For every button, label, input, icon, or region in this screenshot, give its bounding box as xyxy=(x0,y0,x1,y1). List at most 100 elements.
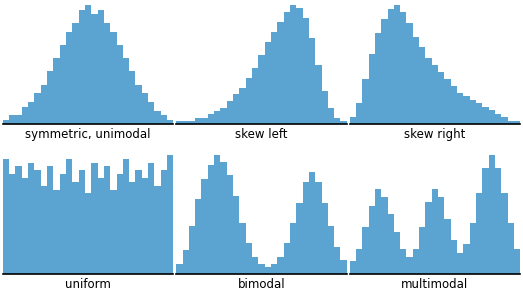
Bar xyxy=(233,94,240,124)
Bar xyxy=(381,198,388,274)
Bar xyxy=(258,55,265,124)
Bar xyxy=(476,103,482,124)
Bar xyxy=(161,116,167,124)
Bar xyxy=(394,231,400,274)
Bar xyxy=(227,175,233,274)
Bar xyxy=(104,23,110,124)
Bar xyxy=(117,174,123,274)
Bar xyxy=(246,78,252,124)
Bar xyxy=(438,72,445,124)
Bar xyxy=(315,182,322,274)
Bar xyxy=(47,166,53,274)
Bar xyxy=(470,100,476,124)
Bar xyxy=(283,243,290,274)
Bar xyxy=(394,5,400,124)
Bar xyxy=(271,264,277,274)
Bar xyxy=(201,118,208,124)
Bar xyxy=(35,170,41,274)
Bar xyxy=(78,170,85,274)
Bar xyxy=(375,189,381,274)
Bar xyxy=(381,19,388,124)
Bar xyxy=(406,23,413,124)
Bar xyxy=(9,116,15,124)
Bar xyxy=(488,155,495,274)
Bar xyxy=(110,32,117,124)
Bar xyxy=(362,227,369,274)
Bar xyxy=(98,10,104,124)
Bar xyxy=(41,85,47,124)
X-axis label: bimodal: bimodal xyxy=(237,278,286,291)
Bar xyxy=(470,223,476,274)
Bar xyxy=(176,264,183,274)
Bar xyxy=(388,9,394,124)
Bar xyxy=(15,166,22,274)
Bar xyxy=(495,168,501,274)
Bar xyxy=(400,12,406,124)
Bar xyxy=(334,247,340,274)
Bar xyxy=(208,114,214,124)
Bar xyxy=(265,267,271,274)
Bar xyxy=(265,41,271,124)
Bar xyxy=(72,182,78,274)
Bar xyxy=(60,174,66,274)
Bar xyxy=(501,117,508,124)
Bar xyxy=(508,223,514,274)
Bar xyxy=(463,96,470,124)
Bar xyxy=(176,121,183,124)
Bar xyxy=(3,120,9,124)
Bar xyxy=(277,22,283,124)
Bar xyxy=(356,103,362,124)
Bar xyxy=(240,223,246,274)
Bar xyxy=(167,155,174,274)
Bar xyxy=(457,93,463,124)
Bar xyxy=(432,65,438,124)
Bar xyxy=(290,5,296,124)
Bar xyxy=(53,190,60,274)
Bar xyxy=(233,196,240,274)
Bar xyxy=(419,47,425,124)
Bar xyxy=(85,193,91,274)
Bar xyxy=(451,240,457,274)
Bar xyxy=(413,37,419,124)
Bar xyxy=(246,243,252,274)
Bar xyxy=(328,108,334,124)
Bar xyxy=(438,198,445,274)
Bar xyxy=(271,32,277,124)
Bar xyxy=(349,261,356,274)
Bar xyxy=(425,58,432,124)
Bar xyxy=(369,54,375,124)
Bar xyxy=(501,193,508,274)
Bar xyxy=(135,85,142,124)
Bar xyxy=(514,121,520,124)
Bar xyxy=(189,121,195,124)
X-axis label: skew right: skew right xyxy=(404,128,465,141)
Bar xyxy=(369,206,375,274)
Bar xyxy=(227,101,233,124)
Bar xyxy=(142,178,148,274)
Bar xyxy=(3,159,9,274)
Bar xyxy=(15,116,22,124)
Bar xyxy=(110,190,117,274)
Bar xyxy=(413,248,419,274)
Bar xyxy=(388,215,394,274)
Bar xyxy=(78,10,85,124)
Bar xyxy=(9,174,15,274)
Bar xyxy=(195,199,201,274)
Bar xyxy=(91,163,98,274)
Bar xyxy=(220,162,227,274)
Bar xyxy=(362,79,369,124)
Bar xyxy=(91,14,98,124)
Bar xyxy=(425,202,432,274)
Bar xyxy=(445,219,451,274)
Bar xyxy=(303,182,309,274)
Bar xyxy=(482,107,488,124)
Bar xyxy=(47,71,53,124)
Bar xyxy=(303,19,309,124)
Bar xyxy=(28,163,35,274)
Bar xyxy=(309,172,315,274)
Bar xyxy=(60,45,66,124)
Bar xyxy=(340,121,347,124)
Bar xyxy=(22,107,28,124)
Bar xyxy=(240,88,246,124)
Bar xyxy=(208,165,214,274)
